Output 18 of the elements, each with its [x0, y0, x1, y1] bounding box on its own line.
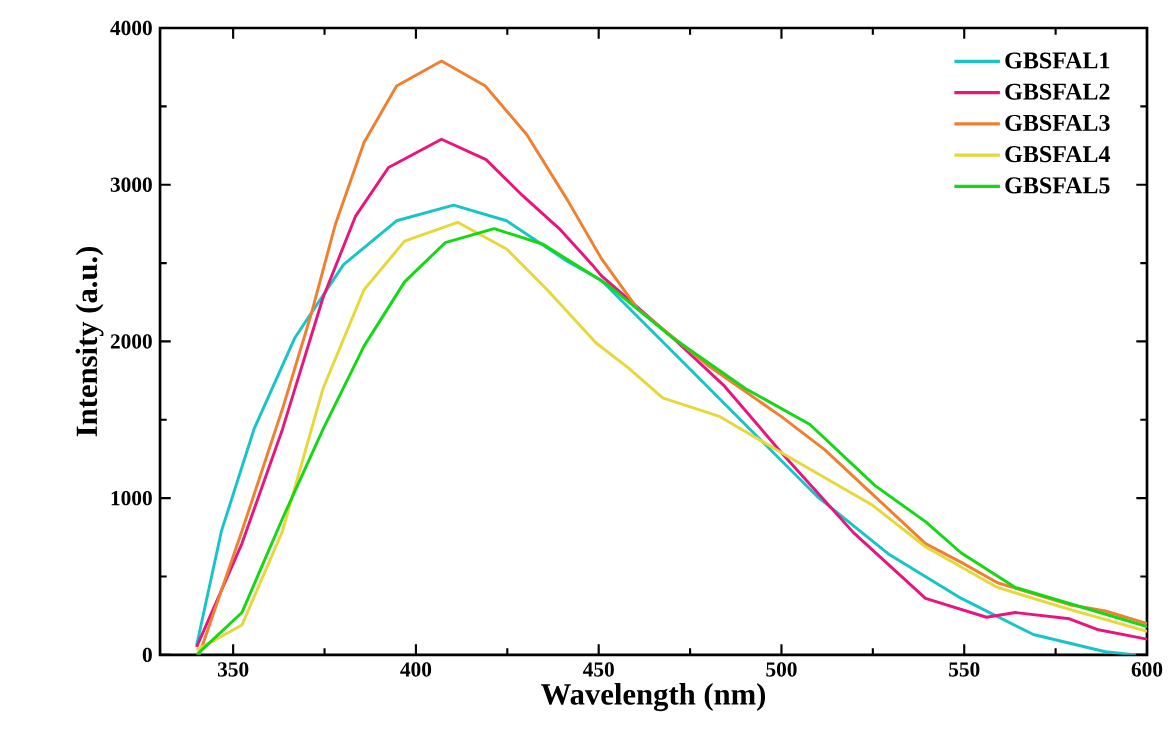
x-tick-label: 500 — [766, 662, 797, 677]
x-tick-label: 350 — [217, 662, 249, 677]
x-tick-label: 550 — [949, 662, 980, 677]
x-tick-label: 600 — [1131, 662, 1163, 677]
y-tick-label: 4000 — [110, 21, 152, 36]
legend-label: GBSFAL4 — [1005, 146, 1111, 163]
legend-label: GBSFAL2 — [1005, 83, 1110, 100]
y-tick-label: 1000 — [111, 491, 152, 506]
x-tick-label: 450 — [582, 662, 614, 677]
legend-label: GBSFAL1 — [1005, 52, 1110, 69]
x-tick-label: 400 — [400, 662, 432, 677]
legend-label: GBSFAL3 — [1005, 115, 1110, 132]
y-tick-label: 2000 — [110, 334, 152, 349]
y-tick-label: 3000 — [110, 177, 152, 193]
y-axis-title: Intensity (a.u.) — [75, 247, 104, 437]
legend-label: GBSFAL5 — [1005, 177, 1110, 194]
y-tick-label: 0 — [142, 647, 152, 663]
x-axis-title: Wavelength (nm) — [541, 683, 766, 712]
